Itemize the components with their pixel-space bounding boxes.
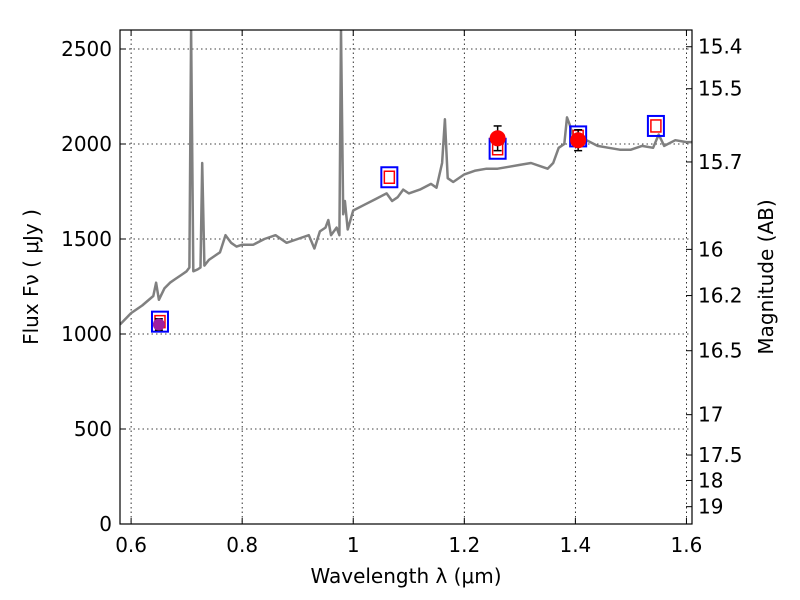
y-tick-label: 500 (74, 417, 112, 441)
x-axis-label: Wavelength λ (μm) (310, 564, 501, 588)
x-tick-label: 1 (347, 533, 360, 557)
x-tick-label: 1.4 (559, 533, 591, 557)
spectrum-series (120, 30, 692, 325)
observed-marker (570, 132, 586, 148)
model-marker-inner (384, 171, 394, 183)
right-tick-label: 19 (698, 495, 723, 519)
right-tick-label: 15.7 (698, 150, 743, 174)
spectrum-line (120, 30, 692, 325)
y-tick-label: 0 (99, 512, 112, 536)
right-tick-label: 15.5 (698, 77, 743, 101)
right-tick-label: 16 (698, 237, 723, 261)
model-marker-inner (651, 120, 661, 132)
photometry-points (152, 116, 664, 332)
spectrum-chart: 0.6 0.8 1 1.2 1.4 1.6 0 500 1000 1500 2000 2500 15.4… (0, 0, 800, 600)
right-tick-label: 18 (698, 468, 723, 492)
x-tick-label: 1.2 (448, 533, 480, 557)
right-tick-label: 17 (698, 403, 723, 427)
right-tick-label: 17.5 (698, 443, 743, 467)
right-tick-label: 16.5 (698, 339, 743, 363)
grid-lines (120, 30, 692, 524)
x-tick-label: 1.6 (671, 533, 703, 557)
right-axis-label: Magnitude (AB) (754, 199, 778, 354)
y-tick-label: 1000 (61, 322, 112, 346)
x-tick-label: 0.6 (115, 533, 147, 557)
y-tick-label: 2500 (61, 37, 112, 61)
right-tick-label: 16.2 (698, 284, 743, 308)
y-tick-label: 1500 (61, 227, 112, 251)
y-axis-label: Flux Fν ( μJy ) (19, 209, 43, 345)
plot-frame (120, 30, 692, 524)
observed-marker (153, 319, 165, 331)
right-tick-label: 15.4 (698, 35, 743, 59)
y-tick-label: 2000 (61, 132, 112, 156)
observed-marker (490, 130, 506, 146)
x-tick-label: 0.8 (226, 533, 258, 557)
